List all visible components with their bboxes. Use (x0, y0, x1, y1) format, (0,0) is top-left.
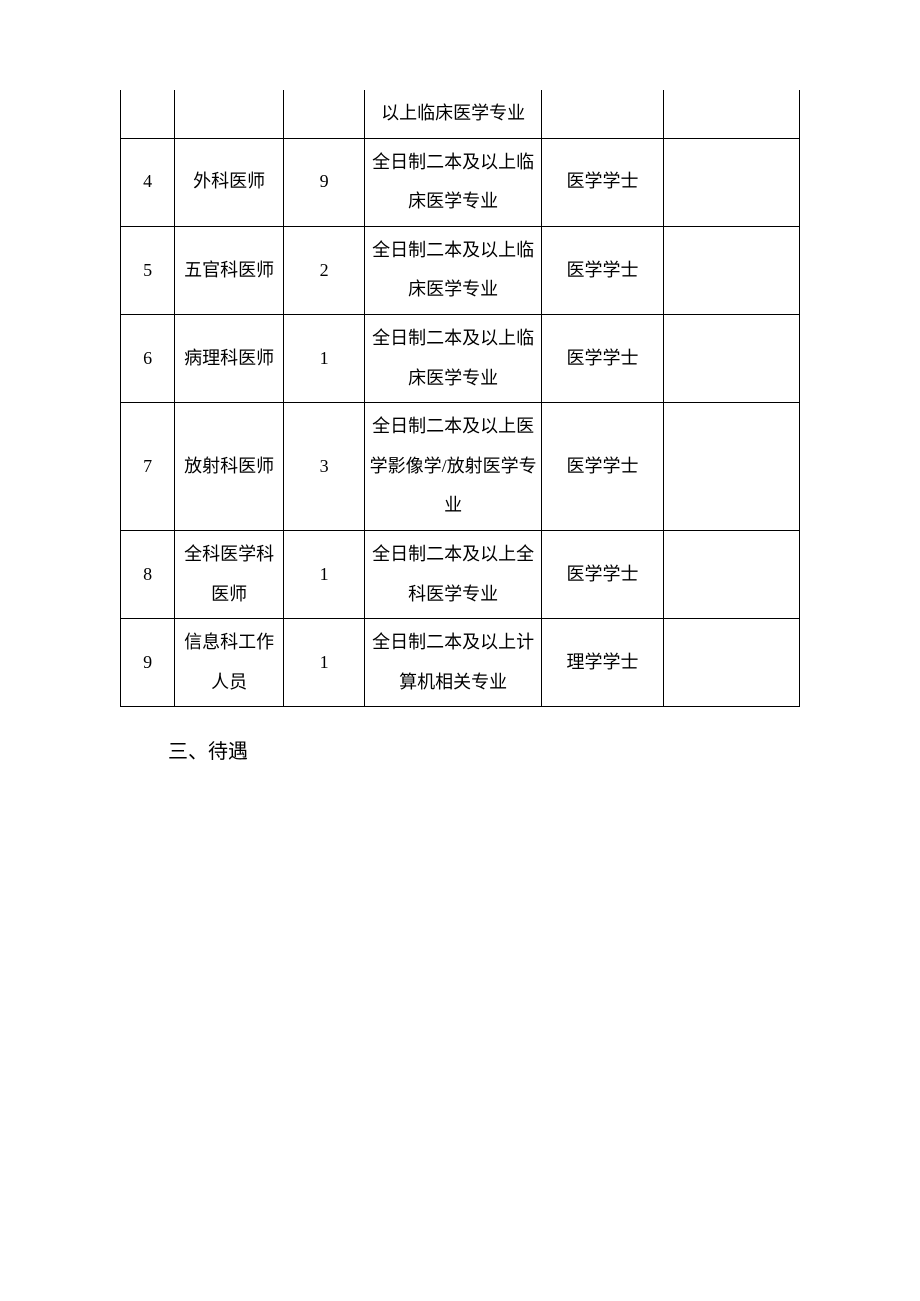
cell-degree: 医学学士 (541, 138, 663, 226)
cell-remark (664, 90, 800, 138)
cell-degree: 医学学士 (541, 314, 663, 402)
table-body: 以上临床医学专业 4 外科医师 9 全日制二本及以上临床医学专业 医学学士 5 … (121, 90, 800, 707)
cell-degree: 医学学士 (541, 530, 663, 618)
cell-index: 8 (121, 530, 175, 618)
cell-requirement: 全日制二本及以上全科医学专业 (365, 530, 542, 618)
cell-degree: 理学学士 (541, 619, 663, 707)
table-row: 7 放射科医师 3 全日制二本及以上医学影像学/放射医学专业 医学学士 (121, 403, 800, 531)
cell-remark (664, 403, 800, 531)
table-row: 4 外科医师 9 全日制二本及以上临床医学专业 医学学士 (121, 138, 800, 226)
cell-remark (664, 619, 800, 707)
cell-index: 4 (121, 138, 175, 226)
cell-requirement: 全日制二本及以上医学影像学/放射医学专业 (365, 403, 542, 531)
cell-degree: 医学学士 (541, 226, 663, 314)
table-row: 5 五官科医师 2 全日制二本及以上临床医学专业 医学学士 (121, 226, 800, 314)
cell-requirement: 全日制二本及以上临床医学专业 (365, 226, 542, 314)
cell-remark (664, 138, 800, 226)
cell-index: 5 (121, 226, 175, 314)
cell-count (283, 90, 364, 138)
cell-count: 1 (283, 314, 364, 402)
cell-position: 五官科医师 (175, 226, 284, 314)
cell-position: 外科医师 (175, 138, 284, 226)
cell-index: 9 (121, 619, 175, 707)
cell-remark (664, 314, 800, 402)
cell-count: 2 (283, 226, 364, 314)
cell-degree: 医学学士 (541, 403, 663, 531)
table-row: 以上临床医学专业 (121, 90, 800, 138)
cell-index: 6 (121, 314, 175, 402)
table-row: 8 全科医学科医师 1 全日制二本及以上全科医学专业 医学学士 (121, 530, 800, 618)
recruitment-table: 以上临床医学专业 4 外科医师 9 全日制二本及以上临床医学专业 医学学士 5 … (120, 90, 800, 707)
cell-count: 1 (283, 530, 364, 618)
cell-position (175, 90, 284, 138)
section-heading: 三、待遇 (168, 735, 800, 764)
cell-position: 信息科工作人员 (175, 619, 284, 707)
cell-position: 放射科医师 (175, 403, 284, 531)
cell-index: 7 (121, 403, 175, 531)
cell-remark (664, 530, 800, 618)
cell-requirement: 全日制二本及以上计算机相关专业 (365, 619, 542, 707)
cell-count: 1 (283, 619, 364, 707)
cell-position: 全科医学科医师 (175, 530, 284, 618)
cell-requirement: 以上临床医学专业 (365, 90, 542, 138)
table-row: 9 信息科工作人员 1 全日制二本及以上计算机相关专业 理学学士 (121, 619, 800, 707)
table-row: 6 病理科医师 1 全日制二本及以上临床医学专业 医学学士 (121, 314, 800, 402)
cell-count: 9 (283, 138, 364, 226)
cell-requirement: 全日制二本及以上临床医学专业 (365, 314, 542, 402)
cell-position: 病理科医师 (175, 314, 284, 402)
cell-index (121, 90, 175, 138)
cell-count: 3 (283, 403, 364, 531)
cell-requirement: 全日制二本及以上临床医学专业 (365, 138, 542, 226)
cell-remark (664, 226, 800, 314)
cell-degree (541, 90, 663, 138)
